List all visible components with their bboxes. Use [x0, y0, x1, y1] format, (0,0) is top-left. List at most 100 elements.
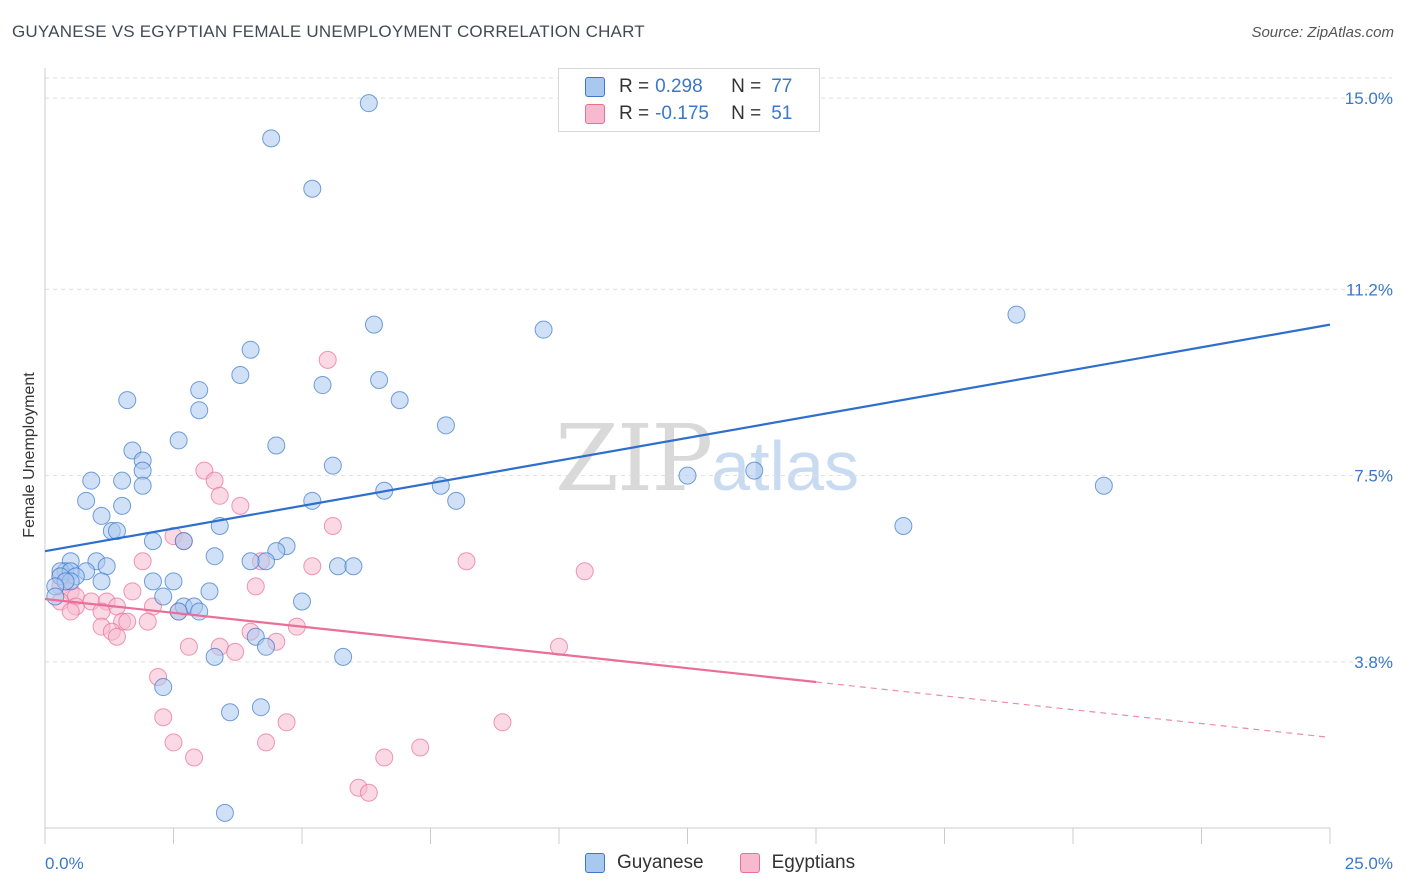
watermark-atlas: atlas	[711, 427, 860, 505]
x-tick-label: 0.0%	[45, 854, 84, 873]
correlation-legend: R = 0.298 N = 77 R = -0.175 N = 51	[558, 68, 820, 132]
guyanese-point	[215, 803, 234, 822]
guyanese-point	[221, 703, 240, 722]
egyptians-point	[457, 552, 476, 571]
guyanese-point	[92, 506, 111, 525]
guyanese-point	[894, 516, 913, 535]
series-legend-egyptians: Egyptians	[739, 852, 856, 874]
guyanese-point	[364, 315, 383, 334]
egyptians-point	[359, 783, 378, 802]
guyanese-point	[154, 678, 173, 697]
y-tick-label: 15.0%	[1345, 89, 1393, 108]
guyanese-point	[436, 416, 455, 435]
guyanese-point	[745, 461, 764, 480]
guyanese-point	[257, 637, 276, 656]
y-tick-label: 11.2%	[1346, 280, 1393, 299]
guyanese-point	[143, 532, 162, 551]
legend-n-label: N =	[731, 103, 762, 124]
egyptians-point	[375, 748, 394, 767]
guyanese-point	[334, 647, 353, 666]
egyptians-point	[575, 562, 594, 581]
egyptians-point	[138, 612, 157, 631]
y-tick-label: 3.8%	[1354, 653, 1393, 672]
guyanese-point	[370, 371, 389, 390]
guyanese-point	[313, 376, 332, 395]
egyptians-point	[133, 552, 152, 571]
legend-swatch-egyptians	[585, 104, 605, 124]
guyanese-point	[1007, 305, 1026, 324]
egyptians-point	[231, 496, 250, 515]
guyanese-point	[190, 602, 209, 621]
guyanese-point	[262, 129, 281, 148]
guyanese-point	[293, 592, 311, 611]
series-legend: Guyanese Egyptians	[585, 852, 891, 874]
guyanese-point	[251, 698, 270, 717]
egyptians-point	[205, 471, 224, 490]
guyanese-trend-line	[44, 323, 1331, 553]
egyptians-point	[257, 733, 276, 752]
y-tick-label: 7.5%	[1354, 467, 1393, 486]
legend-r-label: R =	[619, 103, 650, 124]
guyanese-point	[205, 647, 224, 666]
egyptians-point	[210, 486, 229, 505]
guyanese-point	[205, 547, 224, 566]
egyptians-point	[123, 582, 142, 601]
egyptians-point	[164, 733, 183, 752]
guyanese-point	[190, 381, 209, 400]
guyanese-point	[82, 471, 101, 490]
legend-n-label: N =	[731, 76, 762, 97]
guyanese-point	[241, 340, 260, 359]
legend-row-guyanese: R = 0.298 N = 77	[585, 74, 792, 100]
series-swatch-egyptians	[739, 853, 760, 873]
legend-n-value: 51	[771, 103, 793, 124]
x-tick-label: 25.0%	[1345, 854, 1393, 873]
guyanese-point	[92, 572, 111, 591]
legend-r-label: R =	[619, 76, 650, 97]
guyanese-point	[231, 365, 250, 384]
guyanese-point	[534, 320, 553, 339]
egyptians-point	[493, 713, 512, 732]
guyanese-point	[328, 557, 347, 576]
egyptians-point	[185, 748, 204, 767]
guyanese-point	[174, 532, 193, 551]
guyanese-point	[118, 391, 137, 410]
guyanese-point	[154, 587, 173, 606]
series-label-egyptians: Egyptians	[771, 852, 856, 873]
chart-title: GUYANESE VS EGYPTIAN FEMALE UNEMPLOYMENT…	[12, 22, 645, 41]
y-axis-label: Female Unemployment	[21, 372, 38, 538]
legend-row-egyptians: R = -0.175 N = 51	[585, 101, 792, 127]
guyanese-point	[46, 587, 65, 606]
egyptians-point	[107, 627, 126, 646]
guyanese-point	[241, 552, 260, 571]
guyanese-point	[303, 179, 322, 198]
guyanese-point	[164, 572, 183, 591]
guyanese-point	[267, 436, 286, 455]
watermark-zip: ZIP	[555, 405, 713, 512]
source-label: Source: ZipAtlas.com	[1251, 24, 1394, 41]
guyanese-point	[133, 461, 152, 480]
guyanese-point	[447, 491, 466, 510]
egyptians-trend-line	[44, 597, 817, 684]
egyptians-point	[246, 577, 265, 596]
guyanese-point	[143, 572, 162, 591]
guyanese-point	[77, 491, 96, 510]
watermark: ZIPatlas	[555, 405, 859, 512]
legend-swatch-guyanese	[585, 77, 605, 97]
legend-r-value: 0.298	[655, 76, 703, 97]
guyanese-point	[169, 431, 188, 450]
guyanese-point	[169, 602, 188, 621]
egyptians-point	[303, 557, 322, 576]
guyanese-point	[323, 456, 342, 475]
guyanese-point	[359, 94, 378, 113]
egyptians-point	[226, 642, 245, 661]
legend-n-value: 77	[771, 76, 793, 97]
egyptians-point	[61, 602, 80, 621]
egyptians-point	[277, 713, 296, 732]
guyanese-point	[200, 582, 219, 601]
series-label-guyanese: Guyanese	[617, 852, 704, 873]
guyanese-point	[133, 476, 152, 495]
guyanese-point	[1094, 476, 1113, 495]
guyanese-point	[678, 466, 697, 485]
egyptians-point	[118, 612, 137, 631]
